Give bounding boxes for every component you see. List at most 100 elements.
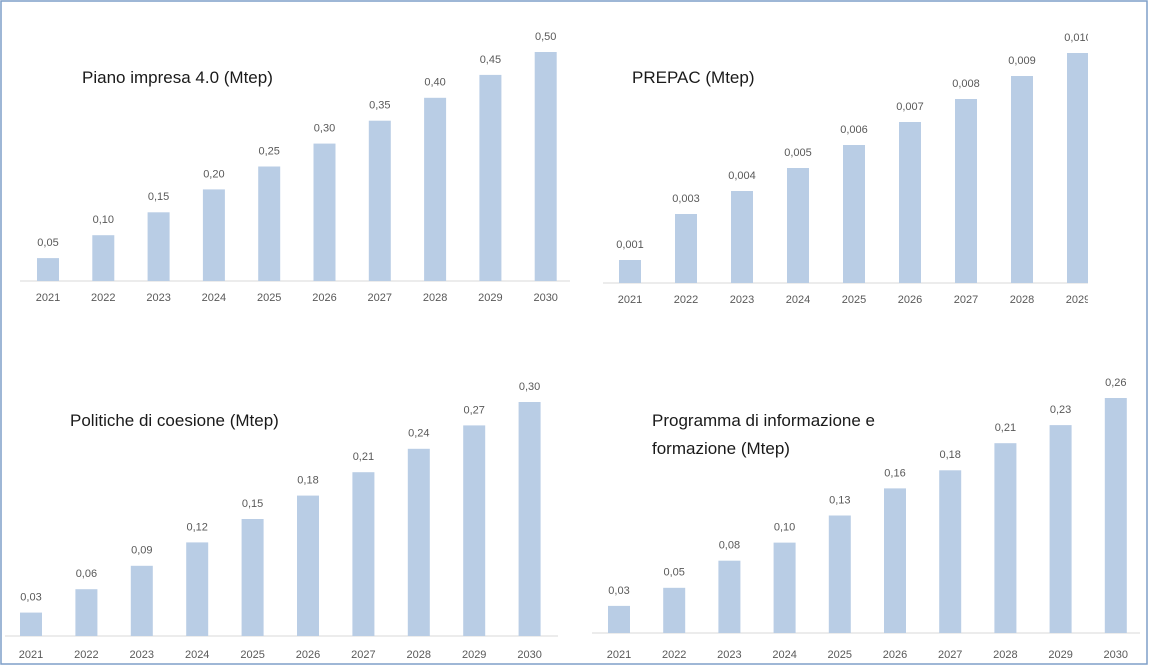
bar xyxy=(843,145,865,283)
value-label: 0,15 xyxy=(242,498,263,510)
value-label: 0,05 xyxy=(663,567,684,579)
value-label: 0,12 xyxy=(186,521,207,533)
bar xyxy=(955,99,977,283)
x-tick-label: 2022 xyxy=(662,649,686,661)
bar xyxy=(518,402,541,636)
bar xyxy=(297,495,319,636)
value-label: 0,20 xyxy=(203,168,224,180)
x-tick-label: 2029 xyxy=(1066,294,1090,306)
value-label: 0,10 xyxy=(774,522,795,534)
x-tick-label: 2024 xyxy=(786,294,810,306)
x-tick-label: 2022 xyxy=(91,292,115,304)
x-tick-label: 2029 xyxy=(1048,649,1072,661)
x-tick-label: 2026 xyxy=(296,649,320,661)
bar xyxy=(479,74,502,282)
x-tick-label: 2021 xyxy=(36,292,60,304)
x-tick-label: 2027 xyxy=(368,292,392,304)
value-label: 0,26 xyxy=(1105,377,1126,389)
value-label: 0,009 xyxy=(1008,55,1036,67)
x-tick-label: 2023 xyxy=(717,649,741,661)
x-tick-label: 2021 xyxy=(607,649,631,661)
bar xyxy=(939,470,962,633)
value-label: 0,50 xyxy=(535,31,556,43)
bar xyxy=(186,542,209,636)
bar xyxy=(75,589,98,636)
bar xyxy=(675,214,697,283)
bar xyxy=(1049,425,1072,633)
bar xyxy=(407,448,430,636)
value-label: 0,03 xyxy=(608,585,629,597)
x-tick-label: 2029 xyxy=(462,649,486,661)
bar xyxy=(663,587,686,633)
value-label: 0,30 xyxy=(314,123,335,135)
chart-title: Politiche di coesione (Mtep) xyxy=(70,411,279,430)
x-tick-label: 2022 xyxy=(674,294,698,306)
chart-1: 0,05 2021 0,10 2022 0,15 2023 0,20 2024 0,25 2025… xyxy=(20,31,570,304)
x-tick-label: 2021 xyxy=(618,294,642,306)
value-label: 0,004 xyxy=(728,170,756,182)
x-tick-label: 2027 xyxy=(954,294,978,306)
chart-2: 0,001 2021 0,003 2022 0,004 2023 0,005 2024 0,00… xyxy=(603,32,1090,306)
x-tick-label: 2030 xyxy=(517,649,541,661)
value-label: 0,24 xyxy=(408,428,429,440)
bar xyxy=(1011,76,1033,283)
value-label: 0,18 xyxy=(939,449,960,461)
x-tick-label: 2025 xyxy=(842,294,866,306)
x-tick-label: 2024 xyxy=(185,649,209,661)
x-tick-label: 2028 xyxy=(1010,294,1034,306)
bar xyxy=(884,488,906,633)
value-label: 0,09 xyxy=(131,545,152,557)
x-tick-label: 2023 xyxy=(130,649,154,661)
x-tick-label: 2028 xyxy=(407,649,431,661)
value-label: 0,007 xyxy=(896,101,924,113)
value-label: 0,05 xyxy=(37,237,58,249)
bar xyxy=(718,560,741,633)
bar xyxy=(1067,53,1088,283)
bar xyxy=(92,235,115,281)
value-label: 0,23 xyxy=(1050,404,1071,416)
value-label: 0,21 xyxy=(353,451,374,463)
value-label: 0,003 xyxy=(672,193,700,205)
bar xyxy=(147,212,170,281)
value-label: 0,40 xyxy=(424,77,445,89)
value-label: 0,06 xyxy=(76,568,97,580)
x-tick-label: 2025 xyxy=(257,292,281,304)
bar xyxy=(313,143,336,281)
x-tick-label: 2025 xyxy=(240,649,264,661)
bar xyxy=(37,258,59,281)
value-label: 0,08 xyxy=(719,540,740,552)
bar xyxy=(994,443,1017,633)
bar xyxy=(424,97,447,281)
value-label: 0,10 xyxy=(93,214,114,226)
bar xyxy=(258,166,281,281)
chart-title: Piano impresa 4.0 (Mtep) xyxy=(82,68,273,87)
value-label: 0,25 xyxy=(258,145,279,157)
bar xyxy=(352,472,375,636)
x-tick-label: 2030 xyxy=(1104,649,1128,661)
bar xyxy=(534,52,557,281)
x-tick-label: 2021 xyxy=(19,649,43,661)
value-label: 0,21 xyxy=(995,422,1016,434)
x-tick-label: 2028 xyxy=(993,649,1017,661)
value-label: 0,15 xyxy=(148,191,169,203)
bar xyxy=(1104,398,1127,633)
value-label: 0,16 xyxy=(884,467,905,479)
chart-4: 0,03 2021 0,05 2022 0,08 2023 0,10 2024 0,13 2025… xyxy=(592,377,1140,661)
bar xyxy=(619,260,641,283)
value-label: 0,27 xyxy=(463,404,484,416)
bar xyxy=(368,120,391,281)
value-label: 0,001 xyxy=(616,239,644,251)
value-label: 0,45 xyxy=(480,54,501,66)
x-tick-label: 2026 xyxy=(312,292,336,304)
bar xyxy=(787,168,809,283)
value-label: 0,18 xyxy=(297,475,318,487)
bar xyxy=(130,565,153,636)
bar xyxy=(20,612,42,636)
value-label: 0,13 xyxy=(829,494,850,506)
chart-title: PREPAC (Mtep) xyxy=(632,68,755,87)
bar xyxy=(773,542,796,633)
bar xyxy=(202,189,225,281)
